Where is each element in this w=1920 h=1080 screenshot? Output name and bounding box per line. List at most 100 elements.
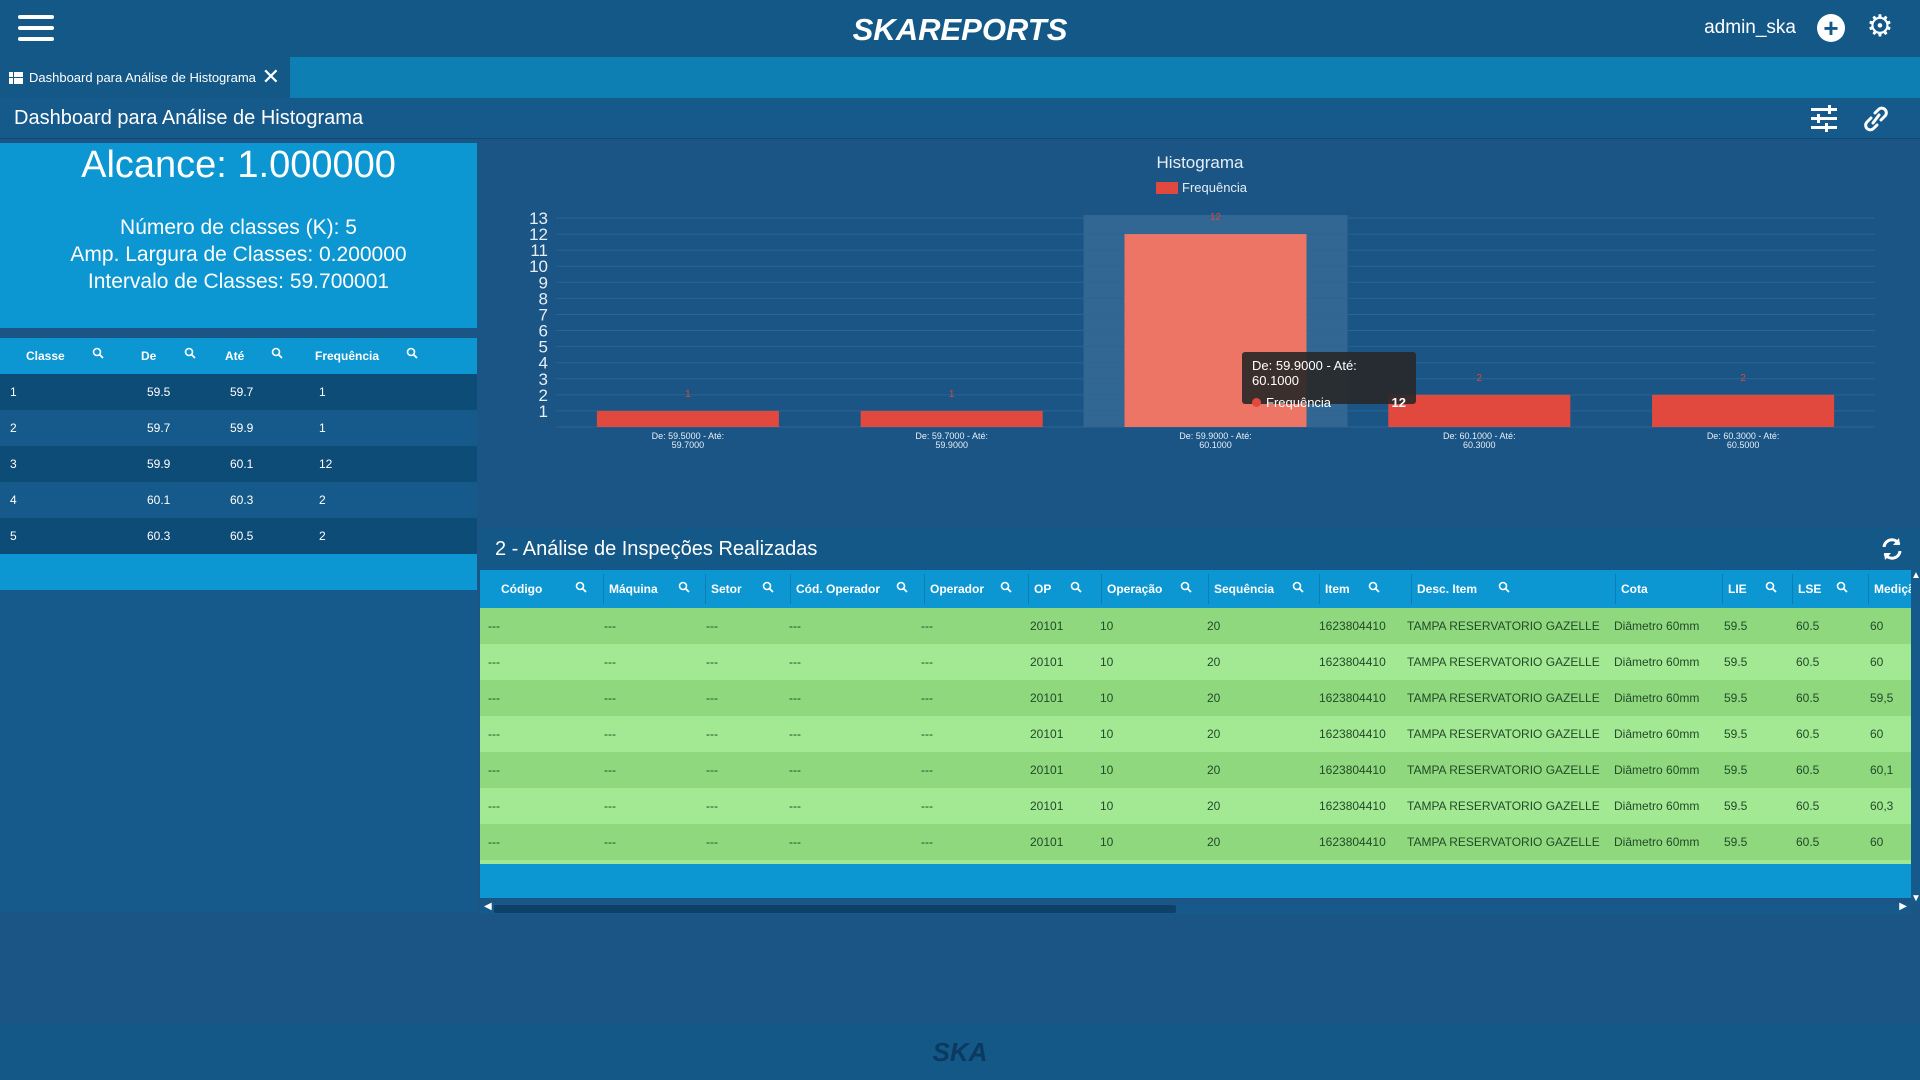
column-header-ate[interactable]: Até: [225, 349, 245, 363]
grid-cell: 59.5: [1724, 763, 1748, 777]
column-header-medicao[interactable]: Medição: [1874, 582, 1911, 596]
grid-cell: 59.5: [1724, 799, 1748, 813]
column-header-sequencia[interactable]: Sequência: [1214, 582, 1275, 596]
scroll-left-icon[interactable]: ◀: [484, 901, 492, 912]
search-icon[interactable]: [1836, 581, 1848, 596]
x-tick-label: De: 60.1000 - Até:: [1443, 431, 1516, 441]
table-row[interactable]: --- --- --- --- --- 20101 10 20 1623804410 TAMPA …: [480, 752, 1911, 788]
grid-cell: ---: [789, 727, 801, 741]
column-header-de[interactable]: De: [141, 349, 157, 363]
grid-cell: 20: [1207, 655, 1221, 669]
column-header-operacao[interactable]: Operação: [1107, 582, 1163, 596]
search-icon[interactable]: [406, 347, 418, 362]
column-header-lse[interactable]: LSE: [1798, 582, 1822, 596]
search-icon[interactable]: [1070, 581, 1082, 596]
table-row[interactable]: 1 59.5 59.7 1: [0, 374, 477, 410]
search-icon[interactable]: [1765, 581, 1777, 596]
grid-cell: ---: [488, 691, 500, 705]
alcance-value: Alcance: 1.000000: [81, 144, 396, 186]
cell-frequencia: 2: [319, 529, 326, 543]
search-icon[interactable]: [1498, 581, 1510, 596]
cell-classe: 5: [10, 529, 17, 543]
x-tick-label: 60.1000: [1199, 440, 1232, 450]
table-row[interactable]: --- --- --- --- --- 20101 10 20 1623804410 TAMPA …: [480, 716, 1911, 752]
table-row[interactable]: --- --- --- --- --- 20101 10 20 1623804410 TAMPA …: [480, 680, 1911, 716]
horizontal-scrollbar[interactable]: ◀ ▶: [480, 901, 1911, 914]
column-header-setor[interactable]: Setor: [711, 582, 742, 596]
scroll-down-icon[interactable]: ▼: [1911, 893, 1920, 904]
table-row[interactable]: --- --- --- --- --- 20101 10 20 1623804410 TAMPA …: [480, 788, 1911, 824]
search-icon[interactable]: [92, 347, 104, 362]
grid-cell: 10: [1100, 763, 1114, 777]
column-header-item[interactable]: Item: [1325, 582, 1350, 596]
grid-cell: ---: [604, 727, 616, 741]
table-row[interactable]: --- --- --- --- --- 20101 10 20 1623804410 TAMPA …: [480, 824, 1911, 860]
search-icon[interactable]: [896, 581, 908, 596]
grid-cell: 1623804410: [1319, 691, 1386, 705]
grid-cell: 59,5: [1870, 691, 1894, 705]
column-header-operador[interactable]: Operador: [930, 582, 985, 596]
username-label[interactable]: admin_ska: [1704, 17, 1796, 38]
search-icon[interactable]: [271, 347, 283, 362]
column-header-op[interactable]: OP: [1034, 582, 1052, 596]
y-tick-label: 5: [539, 338, 548, 357]
grid-cell: ---: [488, 619, 500, 633]
y-tick-label: 13: [529, 209, 548, 228]
tooltip-title: De: 59.9000 - Até: 60.1000: [1252, 358, 1357, 388]
search-icon[interactable]: [762, 581, 774, 596]
search-icon[interactable]: [1292, 581, 1304, 596]
grid-cell: Diâmetro 60mm: [1614, 619, 1700, 633]
close-icon[interactable]: ✕: [261, 64, 280, 89]
scroll-up-icon[interactable]: ▲: [1911, 570, 1920, 581]
filter-sliders-icon[interactable]: [1808, 105, 1840, 133]
grid-cell: 1623804410: [1319, 727, 1386, 741]
search-icon[interactable]: [575, 581, 587, 596]
grid-cell: ---: [921, 691, 933, 705]
search-icon[interactable]: [184, 347, 196, 362]
column-header-classe[interactable]: Classe: [26, 349, 65, 363]
column-separator: [1208, 574, 1209, 604]
link-icon[interactable]: [1860, 104, 1892, 134]
grid-cell: ---: [921, 835, 933, 849]
search-icon[interactable]: [1180, 581, 1192, 596]
table-row[interactable]: --- --- --- --- --- 20101 10 20 1623804410 TAMPA …: [480, 644, 1911, 680]
column-header-desc-item[interactable]: Desc. Item: [1417, 582, 1478, 596]
column-header-cod-operador[interactable]: Cód. Operador: [796, 582, 881, 596]
tab-dashboard[interactable]: Dashboard para Análise de Histograma ✕: [0, 57, 290, 98]
column-header-maquina[interactable]: Máquina: [609, 582, 658, 596]
column-header-cota[interactable]: Cota: [1621, 582, 1648, 596]
grid-footer: [480, 860, 1911, 898]
column-separator: [1101, 574, 1102, 604]
chart-legend[interactable]: Frequência: [1156, 180, 1247, 195]
column-header-frequencia[interactable]: Frequência: [315, 349, 380, 363]
cell-frequencia: 12: [319, 457, 333, 471]
x-tick-label: De: 59.7000 - Até:: [915, 431, 988, 441]
search-icon[interactable]: [1368, 581, 1380, 596]
search-icon[interactable]: [678, 581, 690, 596]
gear-icon[interactable]: ⚙: [1866, 10, 1894, 43]
hamburger-menu-icon[interactable]: [18, 15, 54, 43]
table-row[interactable]: 3 59.9 60.1 12: [0, 446, 477, 482]
column-header-lie[interactable]: LIE: [1728, 582, 1747, 596]
vertical-scrollbar[interactable]: ▲ ▼: [1911, 570, 1920, 904]
table-row[interactable]: 2 59.7 59.9 1: [0, 410, 477, 446]
scrollbar-thumb[interactable]: [494, 905, 1176, 913]
cell-ate: 59.9: [230, 421, 254, 435]
cell-classe: 1: [10, 385, 17, 399]
grid-cell: 20: [1207, 691, 1221, 705]
table-row[interactable]: 4 60.1 60.3 2: [0, 482, 477, 518]
search-icon[interactable]: [1000, 581, 1012, 596]
column-header-codigo[interactable]: Código: [501, 582, 543, 596]
left-panel-background: [0, 590, 477, 912]
plus-circle-icon[interactable]: +: [1817, 14, 1845, 42]
chart-bar: [860, 410, 1043, 427]
data-label: 2: [1477, 373, 1483, 384]
grid-cell: ---: [488, 727, 500, 741]
grid-cell: 20101: [1030, 619, 1064, 633]
grid-cell: Diâmetro 60mm: [1614, 691, 1700, 705]
table-row[interactable]: --- --- --- --- --- 20101 10 20 1623804410 TAMPA …: [480, 608, 1911, 644]
scroll-right-icon[interactable]: ▶: [1899, 901, 1907, 912]
column-separator: [1319, 574, 1320, 604]
table-row[interactable]: 5 60.3 60.5 2: [0, 518, 477, 554]
refresh-icon[interactable]: [1879, 536, 1905, 562]
